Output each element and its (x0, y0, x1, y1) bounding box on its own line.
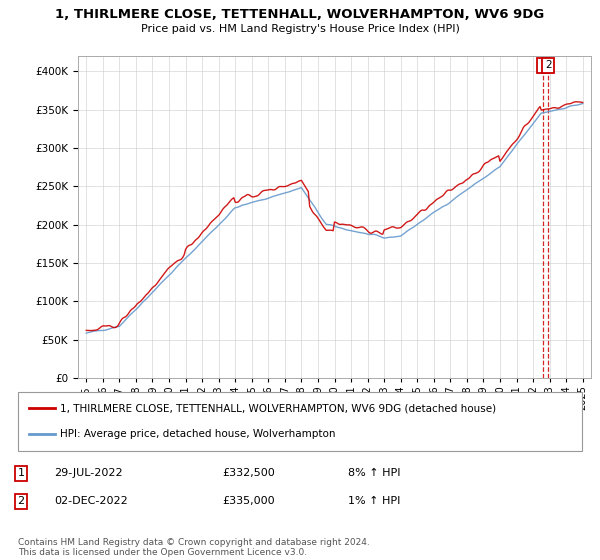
Text: 1: 1 (17, 468, 25, 478)
Text: 1, THIRLMERE CLOSE, TETTENHALL, WOLVERHAMPTON, WV6 9DG: 1, THIRLMERE CLOSE, TETTENHALL, WOLVERHA… (55, 8, 545, 21)
Text: Price paid vs. HM Land Registry's House Price Index (HPI): Price paid vs. HM Land Registry's House … (140, 24, 460, 34)
Text: £332,500: £332,500 (222, 468, 275, 478)
Text: 29-JUL-2022: 29-JUL-2022 (54, 468, 122, 478)
FancyBboxPatch shape (18, 392, 582, 451)
Text: 1% ↑ HPI: 1% ↑ HPI (348, 496, 400, 506)
Text: 02-DEC-2022: 02-DEC-2022 (54, 496, 128, 506)
Text: 2: 2 (545, 60, 551, 70)
Text: Contains HM Land Registry data © Crown copyright and database right 2024.
This d: Contains HM Land Registry data © Crown c… (18, 538, 370, 557)
Text: 1: 1 (539, 60, 546, 70)
Text: HPI: Average price, detached house, Wolverhampton: HPI: Average price, detached house, Wolv… (60, 430, 336, 440)
Text: 2: 2 (17, 496, 25, 506)
Text: £335,000: £335,000 (222, 496, 275, 506)
Text: 1, THIRLMERE CLOSE, TETTENHALL, WOLVERHAMPTON, WV6 9DG (detached house): 1, THIRLMERE CLOSE, TETTENHALL, WOLVERHA… (60, 403, 496, 413)
Text: 8% ↑ HPI: 8% ↑ HPI (348, 468, 401, 478)
